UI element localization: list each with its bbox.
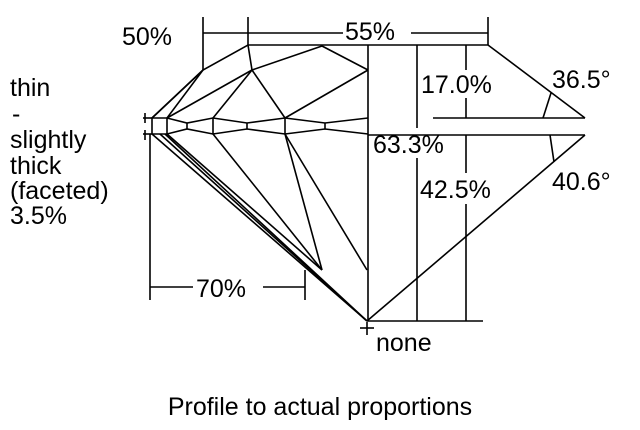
caption: Profile to actual proportions: [168, 393, 472, 421]
culet-label: none: [376, 329, 432, 357]
star-length-label: 70%: [196, 275, 246, 303]
girdle-slightly-label: slightly: [10, 126, 87, 154]
girdle-thin-label: thin: [10, 74, 50, 102]
pavilion-depth-label: 42.5%: [420, 176, 491, 204]
girdle-faceted-label: (faceted): [10, 177, 109, 205]
girdle-dash-label: -: [12, 100, 20, 128]
girdle-thick-label: thick: [10, 152, 62, 180]
right-profile: [360, 45, 586, 335]
dimension-lines: [149, 17, 489, 321]
girdle: [143, 113, 369, 140]
crown-height-label: 17.0%: [421, 71, 492, 99]
total-depth-label: 63.3%: [373, 131, 444, 159]
girdle-percent-label: 3.5%: [10, 202, 67, 230]
crown-angle-label: 36.5°: [552, 66, 611, 94]
table-label: 55%: [345, 18, 395, 46]
pavilion-angle-label: 40.6°: [552, 168, 611, 196]
pavilion-facets: [151, 133, 368, 322]
lower-half-label: 50%: [122, 23, 172, 51]
